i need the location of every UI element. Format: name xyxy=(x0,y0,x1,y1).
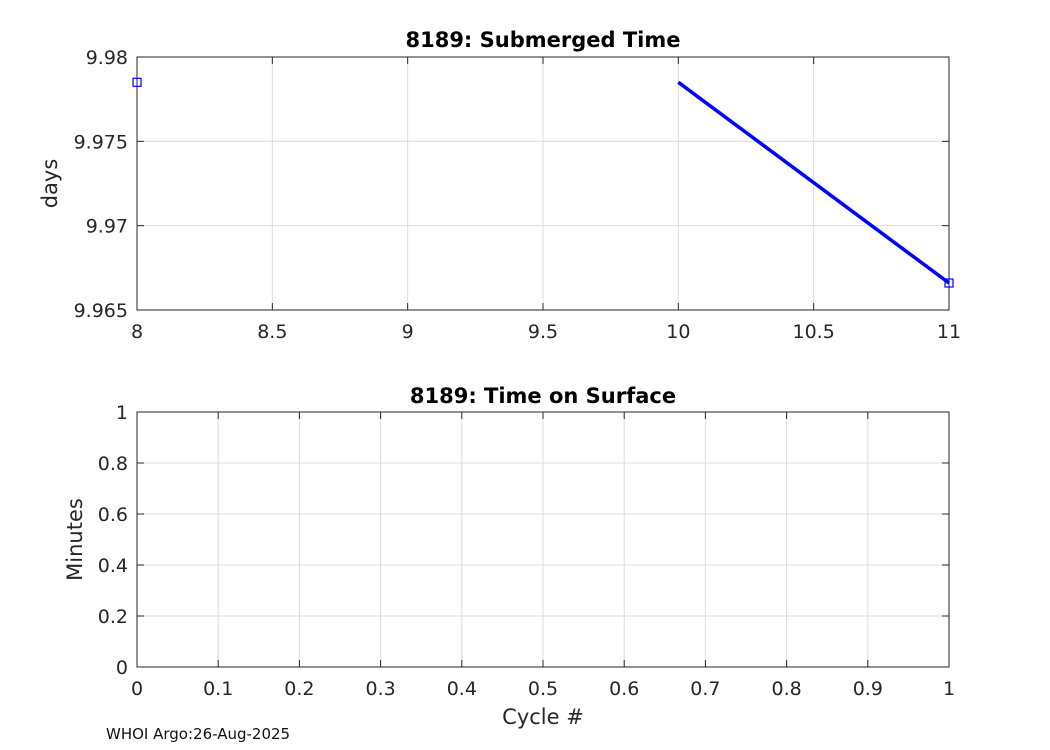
chart-title: 8189: Submerged Time xyxy=(405,28,680,52)
x-tick-label: 0.3 xyxy=(365,678,395,700)
y-tick-label: 0 xyxy=(116,657,128,679)
x-tick-label: 10.5 xyxy=(793,321,835,343)
y-tick-label: 0.6 xyxy=(98,504,128,526)
data-point-marker xyxy=(132,77,142,87)
x-tick-label: 1 xyxy=(943,678,955,700)
y-tick-label: 9.98 xyxy=(86,47,128,69)
footer-credit: WHOI Argo:26-Aug-2025 xyxy=(106,725,291,743)
y-tick-label: 9.97 xyxy=(86,216,128,238)
x-tick-label: 0.9 xyxy=(853,678,883,700)
x-tick-label: 0.2 xyxy=(284,678,314,700)
x-tick-label: 0.6 xyxy=(609,678,639,700)
x-tick-label: 10 xyxy=(666,321,690,343)
y-tick-label: 0.2 xyxy=(98,606,128,628)
x-tick-label: 8 xyxy=(131,321,143,343)
y-tick-label: 9.965 xyxy=(74,300,128,322)
x-tick-label: 0.4 xyxy=(447,678,477,700)
data-point-marker xyxy=(944,278,954,288)
chart-title: 8189: Time on Surface xyxy=(410,384,676,408)
y-tick-label: 1 xyxy=(116,402,128,424)
x-tick-label: 9 xyxy=(402,321,414,343)
x-axis-label: Cycle # xyxy=(502,705,584,729)
x-tick-label: 0.1 xyxy=(203,678,233,700)
x-tick-label: 11 xyxy=(937,321,961,343)
time-on-surface-chart: 0 0.1 0.2 0.3 0.4 0.5 0.6 0.7 0.8 0.9 1 0 0.2 0.4 0.6 0… xyxy=(63,384,955,729)
x-tick-label: 9.5 xyxy=(528,321,558,343)
y-tick-label: 0.8 xyxy=(98,453,128,475)
y-axis-label: days xyxy=(38,159,62,209)
x-tick-label: 0.7 xyxy=(690,678,720,700)
series-line xyxy=(677,80,951,285)
x-tick-label: 0.5 xyxy=(528,678,558,700)
y-axis-label: Minutes xyxy=(63,498,87,581)
x-tick-label: 0 xyxy=(131,678,143,700)
y-tick-label: 0.4 xyxy=(98,555,128,577)
x-tick-label: 8.5 xyxy=(257,321,287,343)
y-tick-label: 9.975 xyxy=(74,131,128,153)
submerged-time-chart: 8 8.5 9 9.5 10 10.5 11 9.965 9.97 9.975 9.98 8189: … xyxy=(38,28,961,343)
x-tick-label: 0.8 xyxy=(771,678,801,700)
